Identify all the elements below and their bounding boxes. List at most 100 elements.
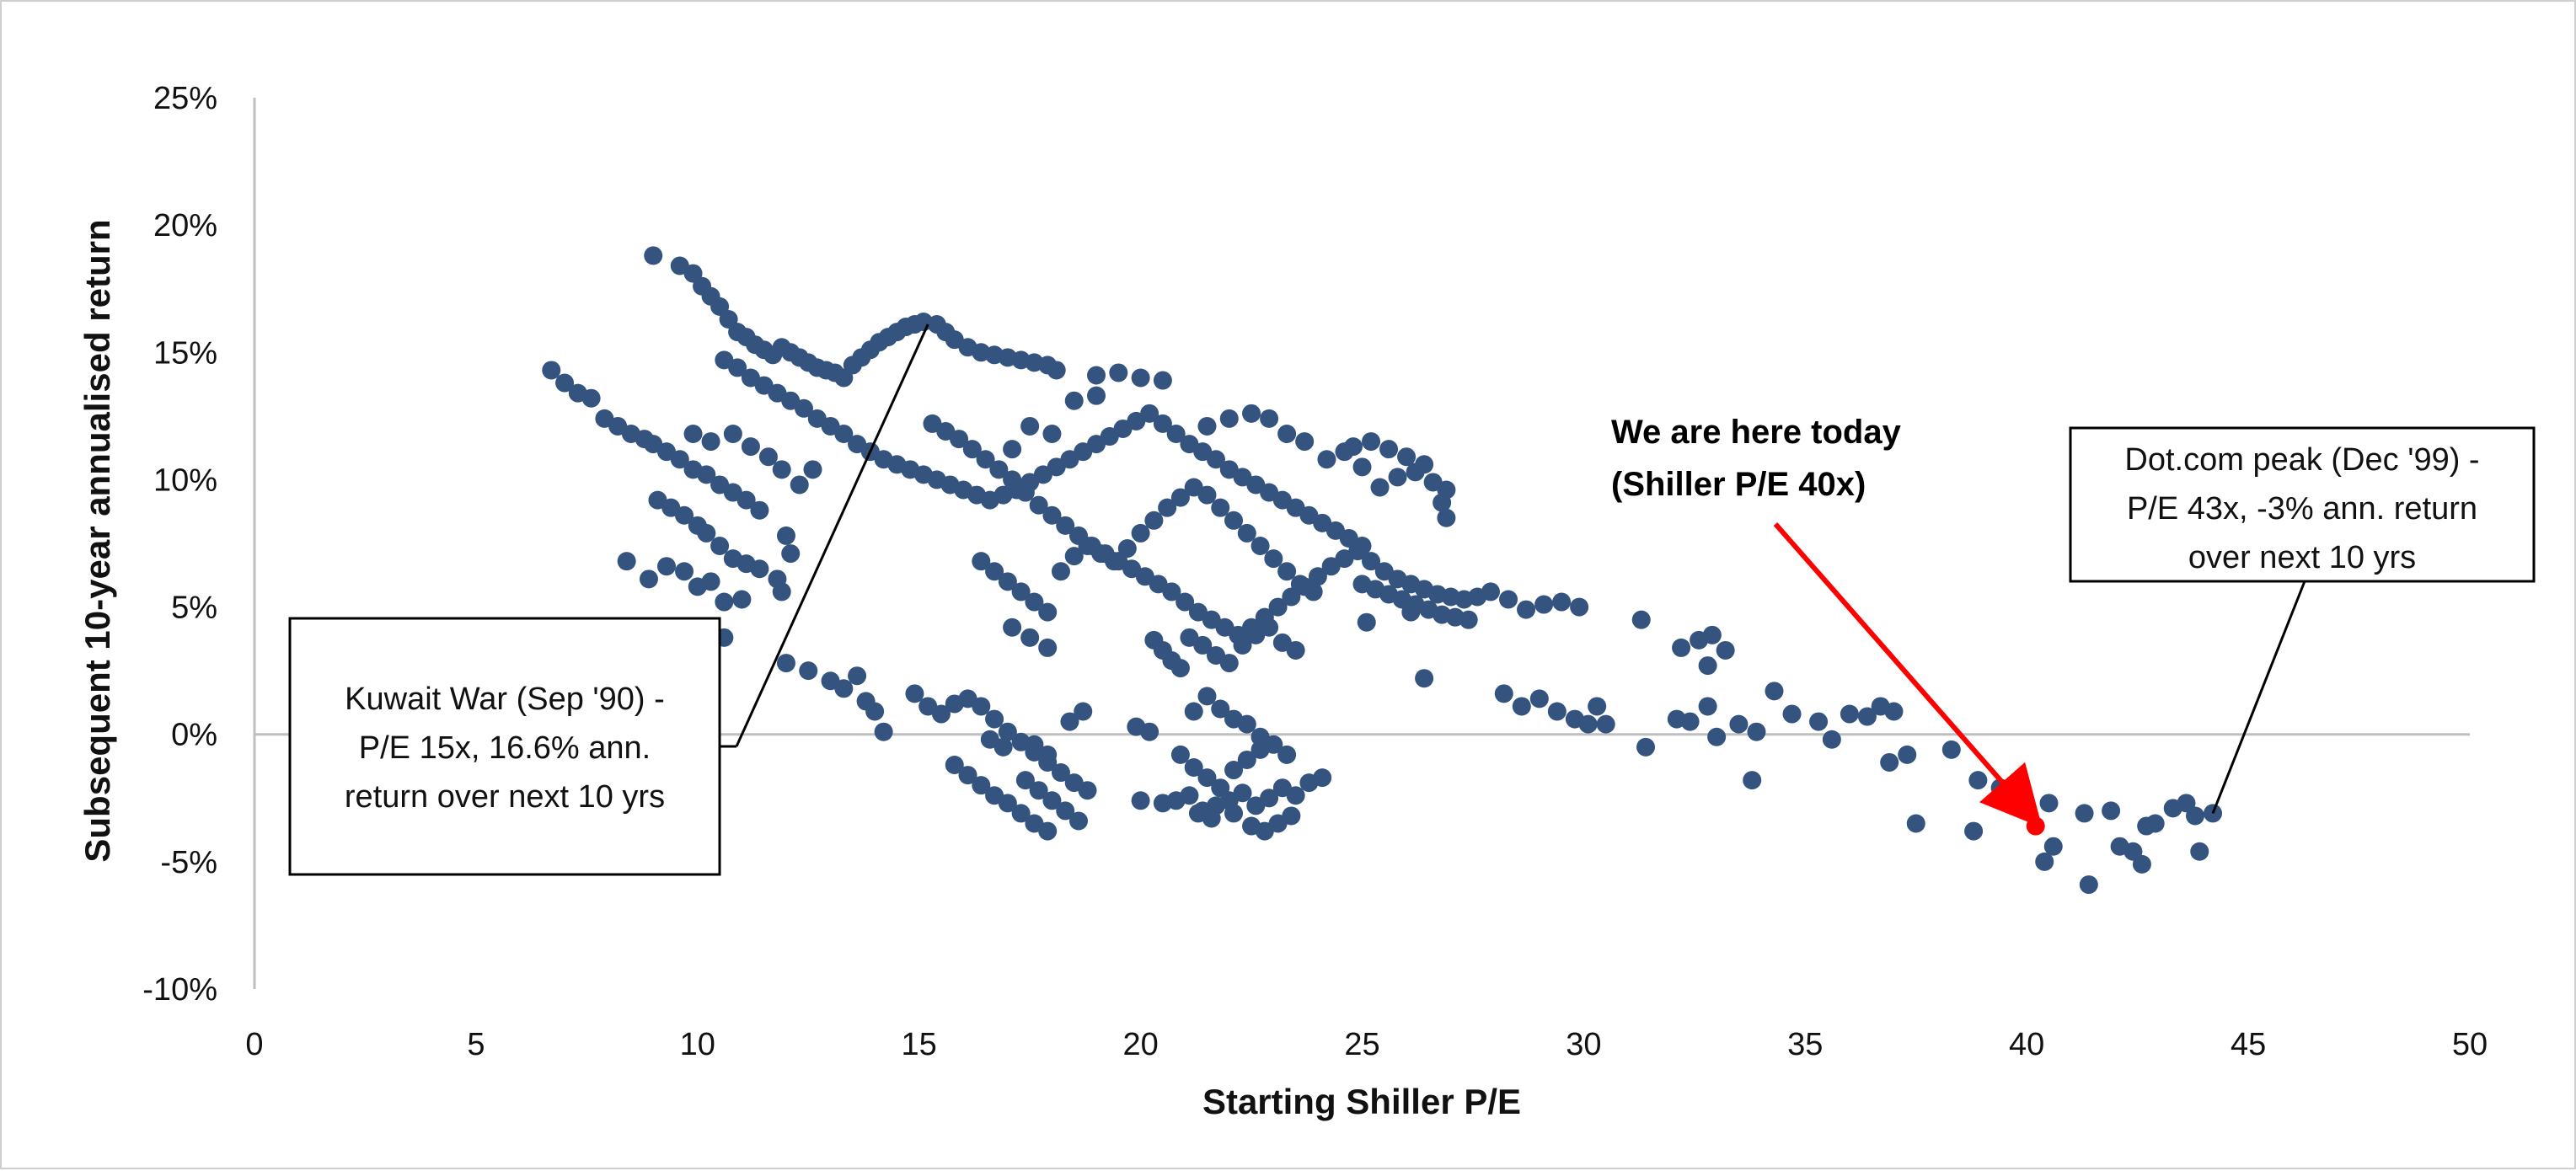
data-point	[1534, 595, 1554, 614]
data-point	[1166, 425, 1186, 444]
data-point	[736, 490, 756, 510]
data-point	[776, 526, 795, 545]
data-point	[1264, 735, 1283, 754]
data-point	[2186, 806, 2205, 826]
data-point	[1087, 366, 1106, 385]
data-point	[1547, 702, 1566, 721]
data-point	[1242, 404, 1261, 423]
data-point	[1716, 640, 1735, 660]
data-point	[1056, 801, 1075, 821]
data-point	[728, 358, 747, 377]
data-point	[675, 505, 694, 525]
data-point	[998, 722, 1017, 741]
data-point	[1680, 712, 1700, 731]
today-annotation-line-2: (Shiller P/E 40x)	[1611, 466, 1866, 503]
data-point	[2075, 804, 2094, 823]
data-point	[1003, 618, 1022, 637]
data-point	[1702, 625, 1722, 644]
data-point	[1011, 582, 1031, 602]
data-point	[1068, 811, 1088, 831]
data-point	[1038, 821, 1058, 841]
data-point	[1131, 368, 1150, 388]
data-point	[1857, 707, 1877, 726]
data-point	[1317, 450, 1336, 469]
data-point	[1840, 704, 1859, 724]
data-point	[2145, 814, 2165, 833]
y-axis-title-group: Subsequent 10-year annualised return	[78, 219, 117, 862]
data-point	[1038, 602, 1058, 622]
y-tick-label: -5%	[160, 845, 217, 880]
data-point	[1251, 537, 1270, 556]
data-point	[1743, 771, 1762, 790]
data-point	[1304, 582, 1323, 602]
data-point	[1672, 638, 1691, 657]
data-point	[1029, 781, 1048, 800]
data-point	[639, 569, 658, 589]
data-point	[1747, 722, 1766, 741]
y-tick-label: 0%	[171, 718, 217, 753]
data-point	[1078, 781, 1097, 800]
data-point	[1042, 425, 1062, 444]
data-point	[1184, 758, 1203, 778]
data-point	[1277, 562, 1297, 581]
data-point	[865, 702, 885, 721]
data-point	[675, 562, 694, 581]
x-axis-title: Starting Shiller P/E	[1202, 1082, 1521, 1121]
data-point	[1219, 654, 1239, 673]
data-point	[697, 465, 716, 484]
data-point	[1401, 602, 1421, 622]
data-point	[723, 425, 742, 444]
data-point	[1698, 697, 1717, 716]
data-point	[985, 709, 1004, 729]
data-point	[834, 679, 854, 698]
data-point	[683, 425, 703, 444]
data-point	[1193, 635, 1213, 655]
data-point	[1197, 485, 1217, 505]
dotcom-callout-box	[2069, 426, 2536, 583]
data-point	[1379, 440, 1399, 459]
y-tick-label: 5%	[171, 591, 217, 626]
data-point	[555, 373, 575, 393]
data-point	[790, 475, 809, 495]
data-point	[998, 794, 1017, 813]
data-point	[1051, 562, 1070, 581]
data-point	[1880, 752, 1899, 772]
data-point	[985, 562, 1004, 581]
kuwait-callout-line-1: Kuwait War (Sep '90) -	[345, 682, 665, 717]
data-point	[2035, 852, 2054, 871]
data-point	[1282, 806, 1301, 826]
data-point	[1822, 730, 1841, 749]
x-tick-label: 5	[467, 1027, 485, 1062]
data-point	[2190, 842, 2209, 861]
data-point	[688, 577, 707, 596]
data-point	[1015, 483, 1035, 502]
data-point	[1162, 582, 1181, 602]
data-point	[931, 704, 951, 724]
x-tick-label: 25	[1344, 1027, 1379, 1062]
data-point	[772, 582, 791, 602]
data-point	[1352, 457, 1372, 477]
data-point	[1512, 697, 1531, 716]
data-point	[1964, 821, 1984, 841]
data-point	[1348, 542, 1368, 561]
data-point	[1707, 727, 1727, 746]
data-point	[1224, 804, 1244, 823]
data-point	[1286, 640, 1305, 660]
data-point	[794, 398, 813, 418]
data-point	[945, 755, 964, 774]
data-point	[1003, 440, 1022, 459]
data-point	[741, 437, 760, 457]
x-tick-label: 20	[1122, 1027, 1158, 1062]
data-point	[1224, 761, 1244, 780]
data-point	[1578, 714, 1598, 734]
data-points	[542, 246, 2223, 895]
data-point	[1020, 416, 1040, 436]
data-point	[1729, 714, 1749, 734]
data-point	[1517, 600, 1536, 619]
x-tick-label: 45	[2231, 1027, 2266, 1062]
data-point	[1158, 498, 1177, 517]
data-point	[1015, 771, 1035, 790]
x-tick-label: 50	[2452, 1027, 2488, 1062]
data-point	[1286, 786, 1305, 805]
